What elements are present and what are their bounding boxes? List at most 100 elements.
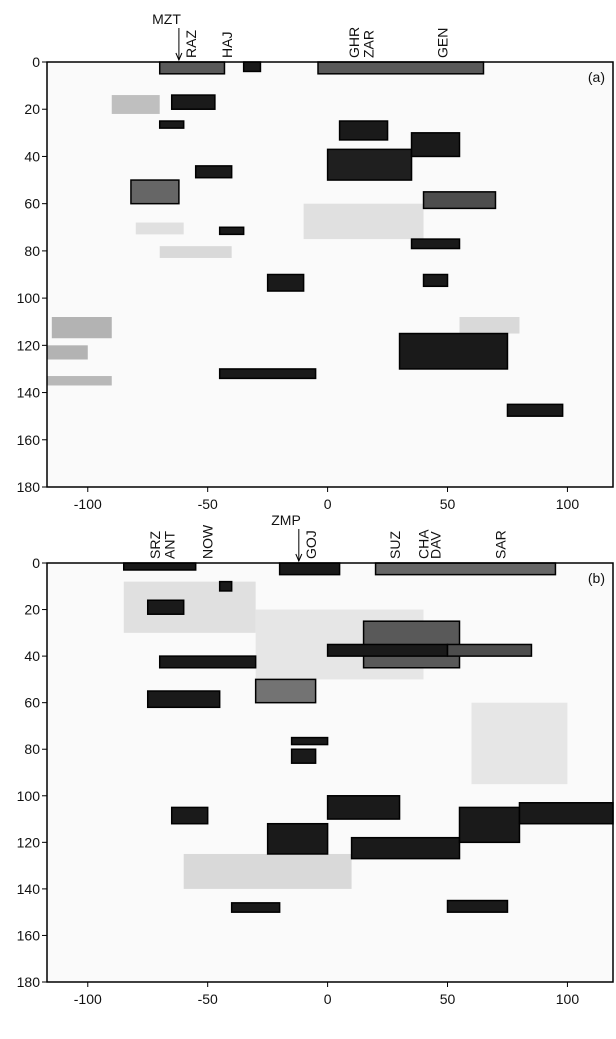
anomaly-block: [218, 226, 245, 236]
anomaly-block: [446, 643, 533, 657]
station-label: ZMP: [271, 512, 301, 528]
anomaly-block: [170, 806, 209, 825]
station-label: SRZ: [147, 531, 163, 559]
anomaly-block: [123, 581, 256, 633]
y-tick-label: 120: [17, 834, 41, 850]
anomaly-block: [326, 795, 401, 820]
anomaly-block: [398, 332, 509, 370]
y-tick-label: 20: [24, 602, 40, 618]
y-tick-label: 160: [17, 927, 41, 943]
anomaly-block: [218, 580, 233, 592]
y-tick-label: 0: [32, 54, 40, 70]
y-tick-label: 60: [24, 196, 40, 212]
anomaly-block: [446, 899, 509, 913]
y-tick-label: 60: [24, 695, 40, 711]
plot-background: [47, 62, 613, 487]
anomaly-block: [410, 238, 461, 250]
anomaly-block: [183, 853, 352, 889]
x-tick-label: 50: [440, 496, 456, 512]
anomaly-block: [130, 179, 180, 205]
plot-frame: [46, 61, 614, 488]
y-tick-label: 140: [17, 385, 41, 401]
x-tick-label: -50: [198, 991, 218, 1007]
y-tick-label: 40: [24, 148, 40, 164]
station-label: SUZ: [387, 531, 403, 559]
x-tick-label: -50: [198, 496, 218, 512]
y-tick-label: 0: [32, 555, 40, 571]
y-tick-label: 180: [17, 479, 41, 495]
x-tick-label: 100: [556, 496, 580, 512]
anomaly-block: [266, 273, 305, 292]
anomaly-block: [242, 61, 262, 73]
station-label: GOJ: [303, 530, 319, 559]
x-tick-label: 0: [324, 991, 332, 1007]
anomaly-block: [290, 748, 317, 764]
anomaly-block: [458, 806, 521, 844]
anomaly-block: [290, 736, 329, 746]
anomaly-block: [146, 599, 185, 615]
y-tick-label: 20: [24, 101, 40, 117]
panel-label: (a): [588, 69, 605, 85]
anomaly-block: [506, 403, 564, 417]
anomaly-block: [51, 317, 112, 339]
anomaly-block: [326, 148, 413, 181]
anomaly-block: [135, 222, 184, 235]
anomaly-block: [158, 655, 257, 669]
anomaly-block: [518, 802, 614, 825]
y-tick-label: 180: [17, 974, 41, 990]
y-tick-label: 80: [24, 741, 40, 757]
anomaly-block: [170, 94, 216, 110]
anomaly-block: [459, 317, 520, 334]
station-label: MZT: [152, 11, 181, 27]
plot-frame: [46, 562, 614, 983]
anomaly-block: [47, 376, 112, 386]
station-label: ZAR: [360, 30, 376, 58]
y-tick-label: 120: [17, 337, 41, 353]
anomaly-block: [122, 562, 197, 571]
anomaly-block: [194, 165, 233, 179]
anomaly-block: [230, 902, 281, 913]
anomaly-block: [218, 368, 317, 380]
station-label: GHR: [346, 27, 362, 58]
panel-label: (b): [588, 570, 605, 586]
anomaly-block: [159, 246, 232, 258]
anomaly-block: [350, 836, 461, 860]
y-tick-label: 80: [24, 243, 40, 259]
x-tick-label: 50: [440, 991, 456, 1007]
anomaly-block: [422, 191, 497, 210]
y-tick-label: 100: [17, 788, 41, 804]
station-label: CHA: [416, 529, 432, 559]
arrow-head: [175, 52, 183, 62]
anomaly-block: [158, 120, 185, 129]
x-tick-label: 100: [556, 991, 580, 1007]
anomaly-block: [317, 61, 485, 75]
anomaly-block: [326, 643, 449, 657]
anomaly-block: [374, 562, 557, 576]
x-tick-label: 0: [324, 496, 332, 512]
arrow-head: [295, 553, 303, 563]
station-label: RAZ: [183, 30, 199, 58]
anomaly-block: [471, 702, 568, 785]
y-tick-label: 100: [17, 290, 41, 306]
anomaly-block: [422, 273, 449, 288]
anomaly-block: [303, 203, 424, 240]
anomaly-block: [146, 690, 221, 709]
anomaly-block: [266, 822, 329, 855]
anomaly-block: [278, 562, 341, 576]
x-tick-label: -100: [74, 496, 102, 512]
y-tick-label: 140: [17, 881, 41, 897]
anomaly-block: [410, 132, 461, 158]
station-label: DAV: [428, 531, 444, 559]
station-label: HAJ: [219, 32, 235, 58]
station-label: NOW: [200, 524, 216, 559]
y-tick-label: 160: [17, 432, 41, 448]
station-label: ANT: [161, 531, 177, 559]
station-label: GEN: [435, 28, 451, 58]
y-tick-label: 40: [24, 648, 40, 664]
anomaly-block: [158, 61, 226, 75]
anomaly-block: [111, 95, 160, 114]
x-tick-label: -100: [74, 991, 102, 1007]
station-label: SAR: [492, 530, 508, 559]
anomaly-block: [47, 345, 88, 360]
